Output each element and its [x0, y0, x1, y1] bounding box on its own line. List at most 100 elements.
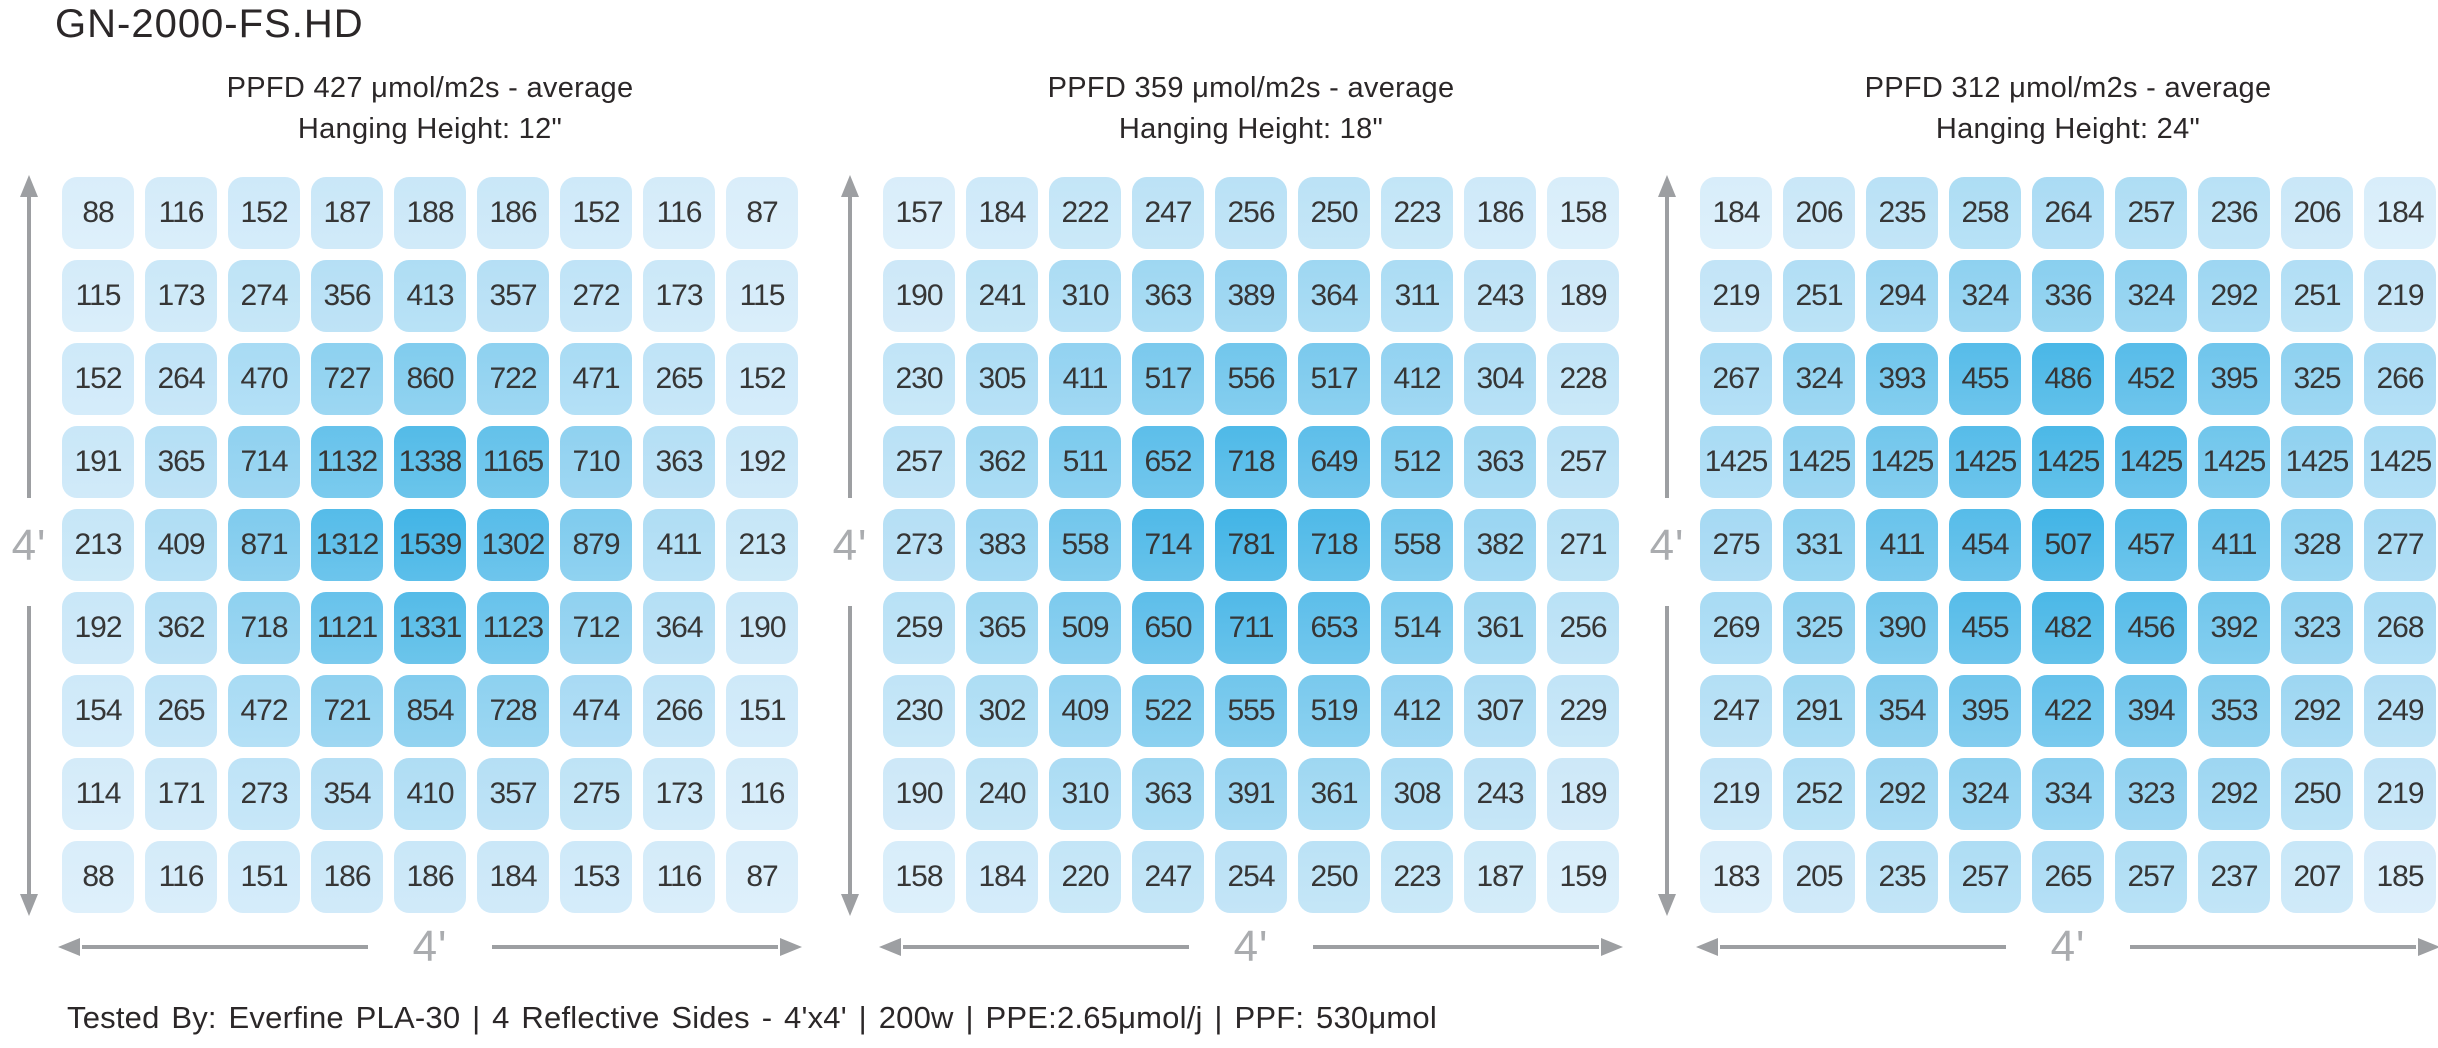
heatmap-cell: 362	[966, 426, 1038, 498]
horizontal-axis-line	[1720, 945, 2006, 949]
heatmap-cell: 653	[1298, 592, 1370, 664]
vertical-axis-line	[27, 606, 31, 894]
horizontal-axis-line	[1313, 945, 1599, 949]
heatmap-cell: 87	[726, 177, 798, 249]
heatmap-cell: 514	[1381, 592, 1453, 664]
heatmap-grid: 88 116 152 187 188 186 152 116 87 115 173 274 356 413…	[62, 177, 798, 913]
heatmap-cell: 272	[560, 260, 632, 332]
heatmap-cell: 411	[1049, 343, 1121, 415]
heatmap-cell: 1539	[394, 509, 466, 581]
heatmap-cell: 382	[1464, 509, 1536, 581]
heatmap-cell: 173	[643, 260, 715, 332]
heatmap-cell: 1425	[2364, 426, 2436, 498]
heatmap-cell: 364	[1298, 260, 1370, 332]
footer-text: Tested By: Everfine PLA-30 | 4 Reflectiv…	[67, 1000, 1437, 1035]
heatmap-cell: 259	[883, 592, 955, 664]
heatmap-cell: 1123	[477, 592, 549, 664]
heatmap-cell: 310	[1049, 260, 1121, 332]
vertical-axis-line	[848, 196, 852, 498]
heatmap-cell: 721	[311, 675, 383, 747]
heatmap-cell: 395	[1949, 675, 2021, 747]
heatmap-cell: 302	[966, 675, 1038, 747]
heatmap-cell: 509	[1049, 592, 1121, 664]
heatmap-cell: 356	[311, 260, 383, 332]
heatmap-cell: 116	[726, 758, 798, 830]
vertical-axis-line	[1665, 196, 1669, 498]
heatmap-cell: 410	[394, 758, 466, 830]
heatmap-cell: 363	[1132, 758, 1204, 830]
heatmap-cell: 158	[1547, 177, 1619, 249]
heatmap-cell: 455	[1949, 592, 2021, 664]
heatmap-cell: 257	[883, 426, 955, 498]
heatmap-cell: 294	[1866, 260, 1938, 332]
heatmap-cell: 219	[1700, 260, 1772, 332]
heatmap-cell: 354	[311, 758, 383, 830]
heatmap-cell: 304	[1464, 343, 1536, 415]
heatmap-cell: 235	[1866, 177, 1938, 249]
left-arrow-icon	[58, 938, 80, 956]
heatmap-cell: 1425	[1949, 426, 2021, 498]
heatmap-cell: 88	[62, 841, 134, 913]
heatmap-cell: 710	[560, 426, 632, 498]
heatmap-cell: 247	[1132, 841, 1204, 913]
heatmap-cell: 190	[883, 260, 955, 332]
heatmap-cell: 257	[2115, 841, 2187, 913]
heatmap-cell: 879	[560, 509, 632, 581]
heatmap-cell: 452	[2115, 343, 2187, 415]
heatmap-cell: 207	[2281, 841, 2353, 913]
heatmap-cell: 361	[1298, 758, 1370, 830]
heatmap-cell: 324	[1949, 758, 2021, 830]
heatmap-cell: 363	[1132, 260, 1204, 332]
heatmap-cell: 457	[2115, 509, 2187, 581]
panel-subtitle: Hanging Height: 12"	[297, 113, 563, 145]
vertical-axis-line	[848, 606, 852, 894]
heatmap-cell: 394	[2115, 675, 2187, 747]
heatmap-cell: 292	[2198, 758, 2270, 830]
down-arrow-icon	[841, 894, 859, 916]
heatmap-cell: 116	[643, 177, 715, 249]
heatmap-cell: 267	[1700, 343, 1772, 415]
heatmap-cell: 1425	[2032, 426, 2104, 498]
heatmap-cell: 206	[2281, 177, 2353, 249]
heatmap-cell: 511	[1049, 426, 1121, 498]
heatmap-cell: 305	[966, 343, 1038, 415]
heatmap-cell: 363	[1464, 426, 1536, 498]
heatmap-cell: 361	[1464, 592, 1536, 664]
heatmap-cell: 235	[1866, 841, 1938, 913]
heatmap-cell: 307	[1464, 675, 1536, 747]
heatmap-cell: 718	[228, 592, 300, 664]
heatmap-cell: 184	[966, 177, 1038, 249]
vertical-axis-label: 4'	[1649, 521, 1685, 570]
panel-title-block: PPFD 427 μmol/m2s - average Hanging Heigh…	[62, 68, 798, 150]
heatmap-cell: 184	[966, 841, 1038, 913]
heatmap-cell: 266	[2364, 343, 2436, 415]
heatmap-cell: 247	[1132, 177, 1204, 249]
heatmap-cell: 1302	[477, 509, 549, 581]
heatmap-cell: 250	[2281, 758, 2353, 830]
heatmap-cell: 357	[477, 260, 549, 332]
horizontal-axis-line	[903, 945, 1189, 949]
heatmap-cell: 274	[228, 260, 300, 332]
heatmap-cell: 257	[1547, 426, 1619, 498]
vertical-axis-line	[27, 196, 31, 498]
heatmap-cell: 334	[2032, 758, 2104, 830]
heatmap-cell: 241	[966, 260, 1038, 332]
heatmap-cell: 412	[1381, 675, 1453, 747]
up-arrow-icon	[1658, 175, 1676, 197]
heatmap-cell: 219	[2364, 758, 2436, 830]
right-arrow-icon	[1601, 938, 1623, 956]
heatmap-cell: 411	[1866, 509, 1938, 581]
heatmap-cell: 192	[62, 592, 134, 664]
heatmap-cell: 392	[2198, 592, 2270, 664]
heatmap-cell: 205	[1783, 841, 1855, 913]
heatmap-cell: 311	[1381, 260, 1453, 332]
heatmap-cell: 722	[477, 343, 549, 415]
heatmap-cell: 412	[1381, 343, 1453, 415]
heatmap-cell: 718	[1298, 509, 1370, 581]
heatmap-cell: 257	[1949, 841, 2021, 913]
heatmap-cell: 173	[643, 758, 715, 830]
heatmap-cell: 115	[726, 260, 798, 332]
heatmap-cell: 328	[2281, 509, 2353, 581]
heatmap-cell: 87	[726, 841, 798, 913]
